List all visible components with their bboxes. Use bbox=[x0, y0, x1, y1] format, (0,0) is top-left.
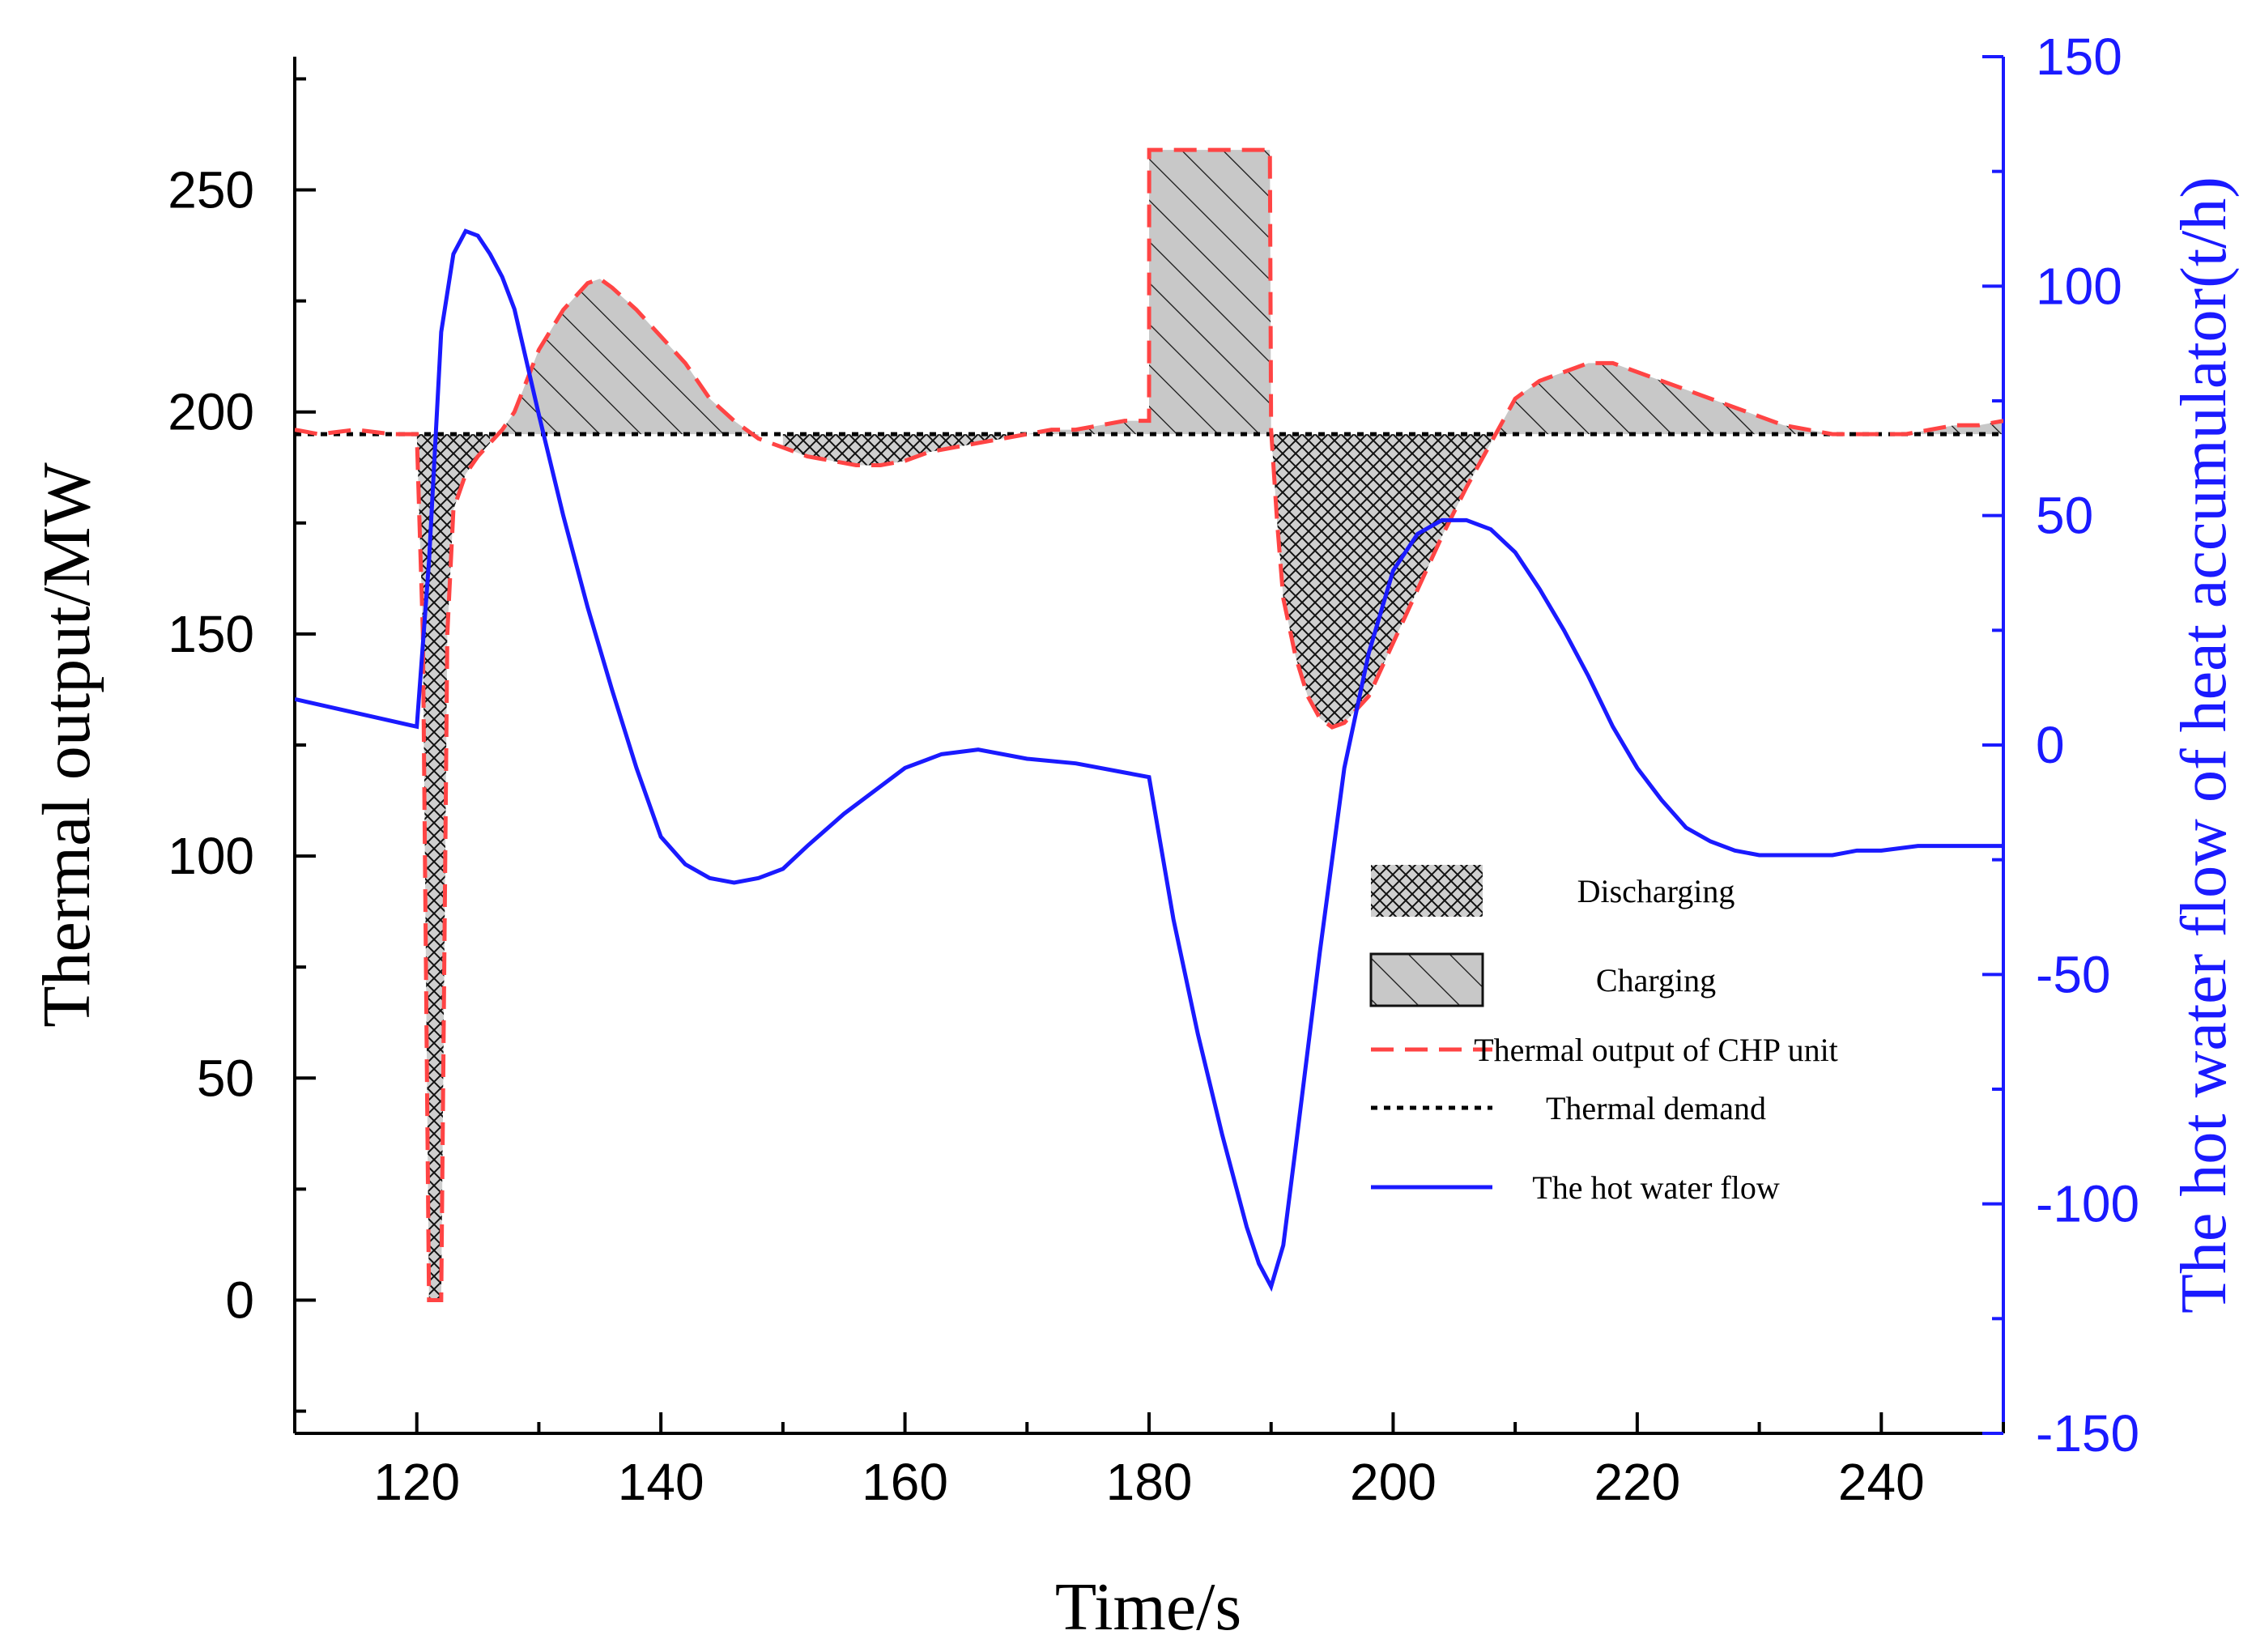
y-right-tick-label: 0 bbox=[2036, 716, 2065, 774]
y-right-tick-label: -50 bbox=[2036, 945, 2111, 1003]
charging-region bbox=[490, 279, 759, 444]
shaded-fills bbox=[416, 150, 2003, 1301]
x-tick-label: 220 bbox=[1594, 1453, 1680, 1511]
legend-label: Thermal demand bbox=[1546, 1090, 1766, 1126]
y-left-tick-label: 150 bbox=[168, 605, 254, 663]
x-tick-label: 200 bbox=[1350, 1453, 1437, 1511]
y-left-tick-label: 0 bbox=[225, 1271, 254, 1329]
chp-output-line bbox=[295, 147, 2003, 1302]
y-left-tick-label: 250 bbox=[168, 161, 254, 219]
x-tick-label: 140 bbox=[618, 1453, 704, 1511]
legend-label: Charging bbox=[1596, 962, 1716, 998]
legend-label: Thermal output of CHP unit bbox=[1474, 1032, 1838, 1068]
x-axis-title: Time/s bbox=[1055, 1569, 1241, 1645]
y-right-tick-label: 50 bbox=[2036, 487, 2093, 545]
y-left-tick-label: 200 bbox=[168, 383, 254, 441]
hot-water-flow-line bbox=[295, 228, 2003, 1292]
x-tick-label: 240 bbox=[1838, 1453, 1925, 1511]
discharging-region bbox=[1271, 429, 1491, 728]
legend: Discharging Charging Thermal output of CHP… bbox=[1369, 865, 1838, 1206]
legend-swatch-charging bbox=[1369, 952, 1484, 1007]
x-axis-ticks: 120 140 160 180 200 220 240 bbox=[293, 1412, 2005, 1511]
y-right-axis-title: The hot water flow of heat accumulator(t… bbox=[2169, 177, 2240, 1314]
y-right-axis-ticks: -150 -100 -50 0 50 100 150 bbox=[1982, 28, 2139, 1463]
y-left-axis-title: Thermal output/MW bbox=[29, 462, 104, 1028]
y-right-tick-label: 100 bbox=[2036, 257, 2122, 315]
x-tick-label: 180 bbox=[1106, 1453, 1193, 1511]
discharging-region bbox=[416, 434, 491, 1301]
charging-region bbox=[1491, 363, 2003, 444]
y-left-tick-label: 100 bbox=[168, 827, 254, 885]
series-lines bbox=[295, 147, 2003, 1302]
x-tick-label: 120 bbox=[373, 1453, 460, 1511]
discharging-region bbox=[782, 434, 1028, 466]
charging-region bbox=[1027, 150, 1271, 435]
y-right-tick-label: -150 bbox=[2036, 1404, 2139, 1463]
plot-frame bbox=[295, 57, 2003, 1433]
legend-label: Discharging bbox=[1577, 873, 1735, 909]
y-left-axis-ticks: 0 50 100 150 200 250 bbox=[168, 77, 316, 1413]
legend-swatch-discharging bbox=[1371, 865, 1483, 917]
y-right-tick-label: 150 bbox=[2036, 28, 2122, 86]
legend-label: The hot water flow bbox=[1532, 1169, 1780, 1206]
y-right-tick-label: -100 bbox=[2036, 1175, 2139, 1233]
x-tick-label: 160 bbox=[862, 1453, 948, 1511]
y-left-tick-label: 50 bbox=[197, 1049, 254, 1107]
